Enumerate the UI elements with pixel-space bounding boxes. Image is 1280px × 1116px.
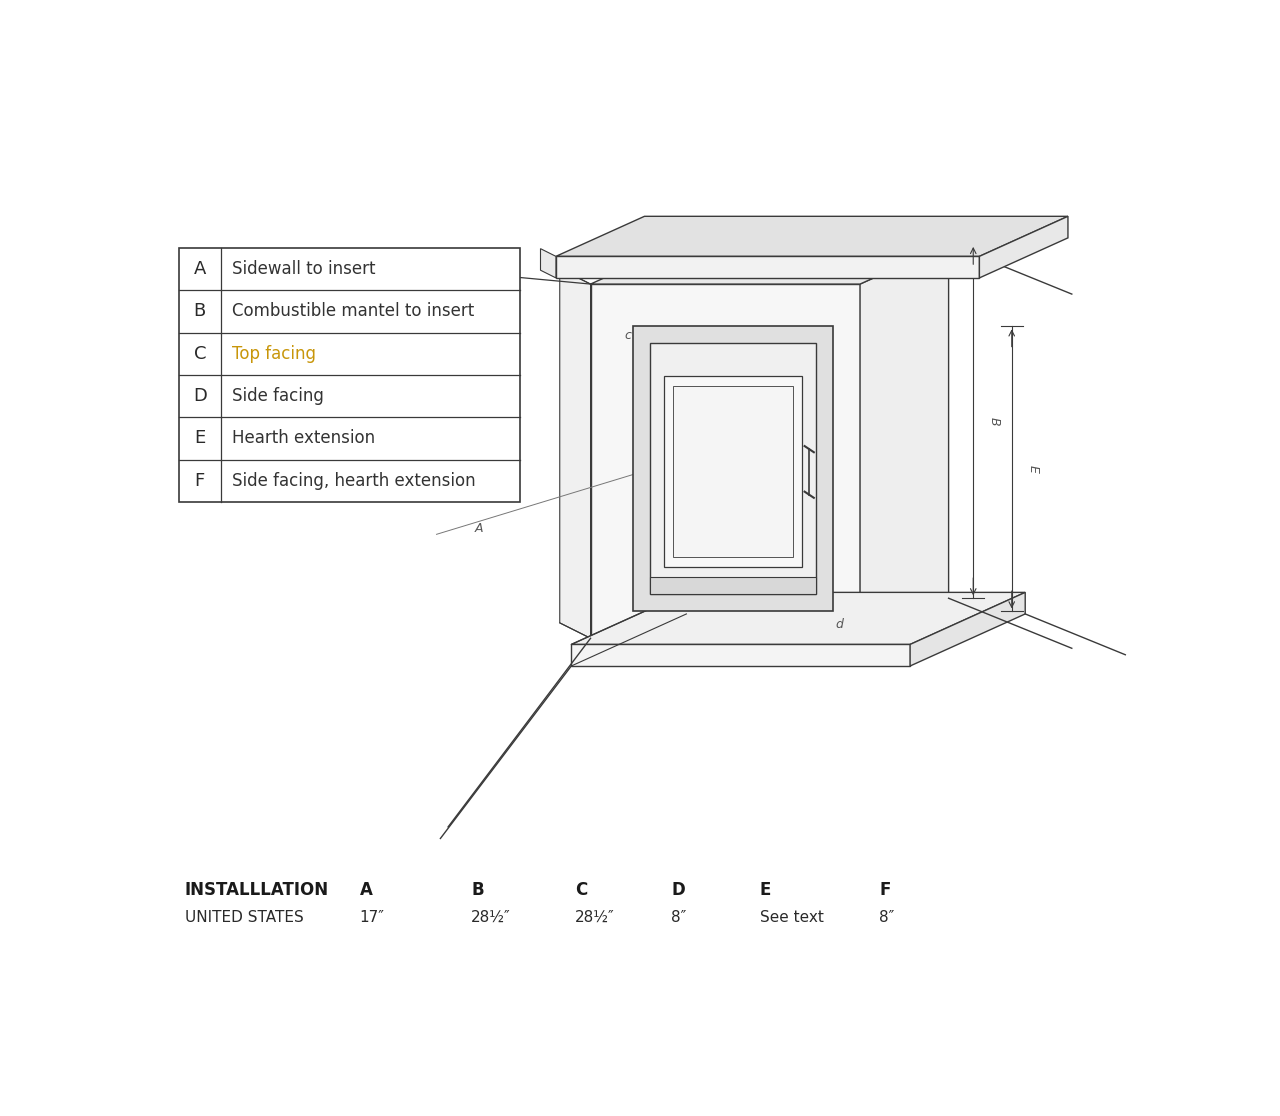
Text: B: B xyxy=(471,881,484,898)
Text: F: F xyxy=(879,881,891,898)
Polygon shape xyxy=(559,269,590,638)
Polygon shape xyxy=(979,217,1068,278)
Text: c: c xyxy=(625,329,631,343)
Text: 17″: 17″ xyxy=(360,910,384,925)
Polygon shape xyxy=(590,244,948,285)
Text: A: A xyxy=(475,521,483,535)
Polygon shape xyxy=(650,577,817,595)
Polygon shape xyxy=(664,376,803,567)
Text: See text: See text xyxy=(760,910,824,925)
Text: D: D xyxy=(672,881,685,898)
Text: d: d xyxy=(835,618,842,631)
Text: 28½″: 28½″ xyxy=(471,910,511,925)
Polygon shape xyxy=(860,244,948,638)
Text: F: F xyxy=(195,472,205,490)
Polygon shape xyxy=(910,593,1025,666)
Polygon shape xyxy=(556,257,979,278)
Text: B: B xyxy=(988,416,1001,425)
Text: Sidewall to insert: Sidewall to insert xyxy=(232,260,375,278)
Polygon shape xyxy=(650,344,817,595)
Polygon shape xyxy=(673,386,794,557)
Text: B: B xyxy=(193,302,206,320)
Text: Combustible mantel to insert: Combustible mantel to insert xyxy=(232,302,474,320)
Polygon shape xyxy=(556,217,1068,257)
Polygon shape xyxy=(571,644,910,666)
Text: E: E xyxy=(760,881,772,898)
Text: Side facing: Side facing xyxy=(232,387,324,405)
Text: Top facing: Top facing xyxy=(232,345,316,363)
Polygon shape xyxy=(571,593,1025,644)
Text: E: E xyxy=(195,430,205,448)
Text: INSTALLLATION: INSTALLLATION xyxy=(184,881,329,898)
Text: C: C xyxy=(575,881,588,898)
Text: D: D xyxy=(193,387,206,405)
Text: 28½″: 28½″ xyxy=(575,910,614,925)
Polygon shape xyxy=(590,285,860,638)
Text: 8″: 8″ xyxy=(672,910,687,925)
Text: E: E xyxy=(1027,465,1039,473)
Text: 8″: 8″ xyxy=(879,910,895,925)
Polygon shape xyxy=(540,249,556,278)
Text: C: C xyxy=(193,345,206,363)
Bar xyxy=(179,248,520,502)
Polygon shape xyxy=(632,326,833,612)
Text: Side facing, hearth extension: Side facing, hearth extension xyxy=(232,472,475,490)
Text: A: A xyxy=(193,260,206,278)
Text: A: A xyxy=(360,881,372,898)
Text: UNITED STATES: UNITED STATES xyxy=(184,910,303,925)
Text: Hearth extension: Hearth extension xyxy=(232,430,375,448)
